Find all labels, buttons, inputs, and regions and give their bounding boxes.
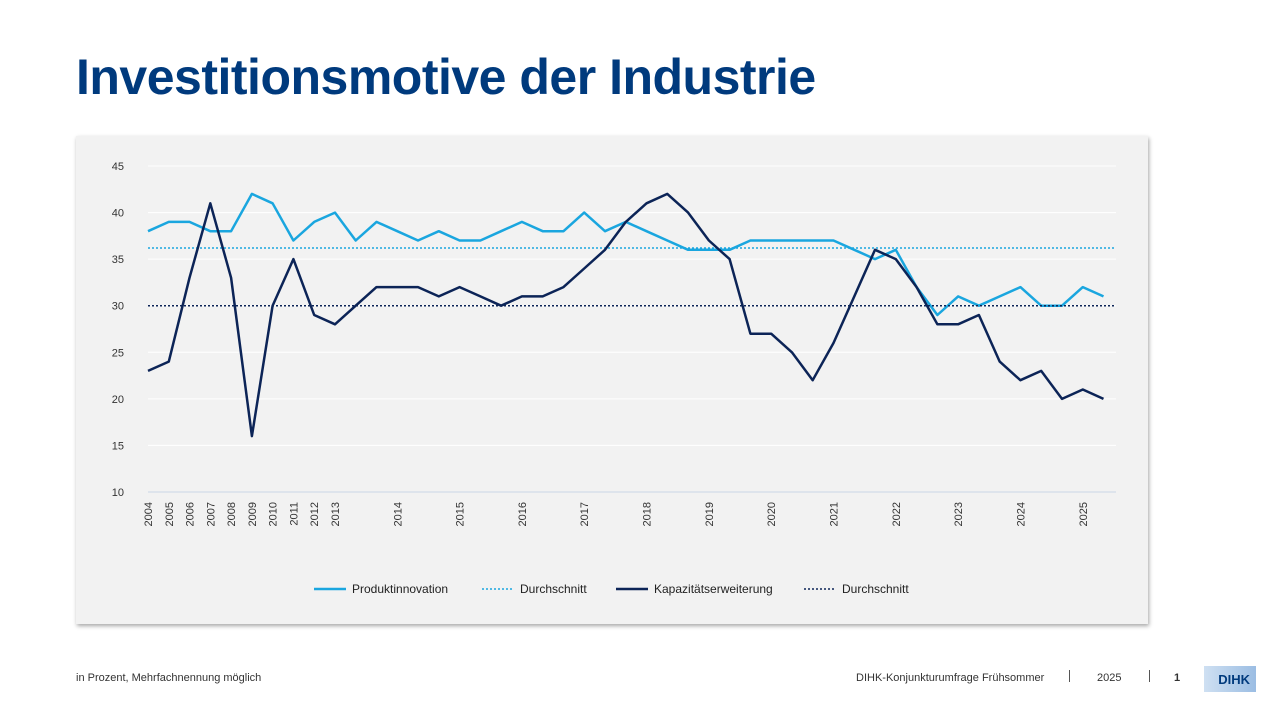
series-line-produktinnovation	[147, 192, 1105, 317]
x-tick-label: 2008	[226, 502, 238, 526]
x-tick-label: 2017	[579, 502, 591, 526]
x-tick-label: 2012	[309, 502, 321, 526]
footer-year: 2025	[1097, 672, 1122, 684]
page-number: 1	[1174, 672, 1181, 684]
y-tick-label: 40	[112, 208, 124, 220]
legend-label: Kapazitätserweiterung	[654, 582, 773, 596]
y-tick-label: 30	[112, 301, 124, 313]
x-tick-label: 2021	[828, 502, 840, 526]
source-label: DIHK-Konjunkturumfrage Frühsommer	[856, 672, 1045, 684]
x-tick-label: 2015	[455, 502, 467, 526]
x-tick-label: 2023	[953, 502, 965, 526]
y-tick-label: 35	[112, 254, 124, 266]
footer-divider	[1069, 670, 1070, 682]
x-tick-label: 2010	[268, 502, 280, 526]
x-tick-label: 2011	[288, 502, 300, 526]
series-line-kapazitätserweiterung	[147, 192, 1105, 438]
x-tick-label: 2018	[642, 502, 654, 526]
series-lines	[147, 192, 1116, 438]
page-title: Investitionsmotive der Industrie	[76, 49, 816, 105]
y-tick-label: 20	[112, 394, 124, 406]
legend: Produktinnovation Durchschnitt Kapazitätse…	[314, 582, 909, 596]
x-tick-label: 2022	[891, 502, 903, 526]
y-tick-label: 45	[112, 161, 124, 173]
x-tick-label: 2005	[164, 502, 176, 526]
y-tick-label: 15	[112, 440, 124, 452]
footer-divider	[1149, 670, 1150, 682]
logo-text: DIHK	[1218, 671, 1250, 687]
x-tick-label: 2020	[766, 502, 778, 526]
x-tick-label: 2024	[1015, 502, 1027, 526]
dihk-logo: DIHK	[1204, 666, 1256, 692]
x-tick-label: 2004	[143, 502, 155, 526]
x-tick-label: 2019	[704, 502, 716, 526]
x-tick-label: 2013	[330, 502, 342, 526]
x-tick-label: 2025	[1078, 502, 1090, 526]
footnote: in Prozent, Mehrfachnennung möglich	[76, 672, 262, 684]
x-tick-label: 2006	[185, 502, 197, 526]
chart-card: 10 15 20 25 30 35 40 45 2004 2005 2006 2007 2008 2009…	[76, 136, 1148, 624]
x-tick-label: 2016	[517, 502, 529, 526]
x-tick-label: 2009	[247, 502, 259, 526]
legend-label: Produktinnovation	[352, 582, 448, 596]
x-tick-label: 2014	[392, 502, 404, 526]
x-tick-label: 2007	[205, 502, 217, 526]
y-tick-label: 25	[112, 347, 124, 359]
legend-label: Durchschnitt	[842, 582, 909, 596]
legend-label: Durchschnitt	[520, 582, 587, 596]
y-tick-label: 10	[112, 487, 124, 499]
